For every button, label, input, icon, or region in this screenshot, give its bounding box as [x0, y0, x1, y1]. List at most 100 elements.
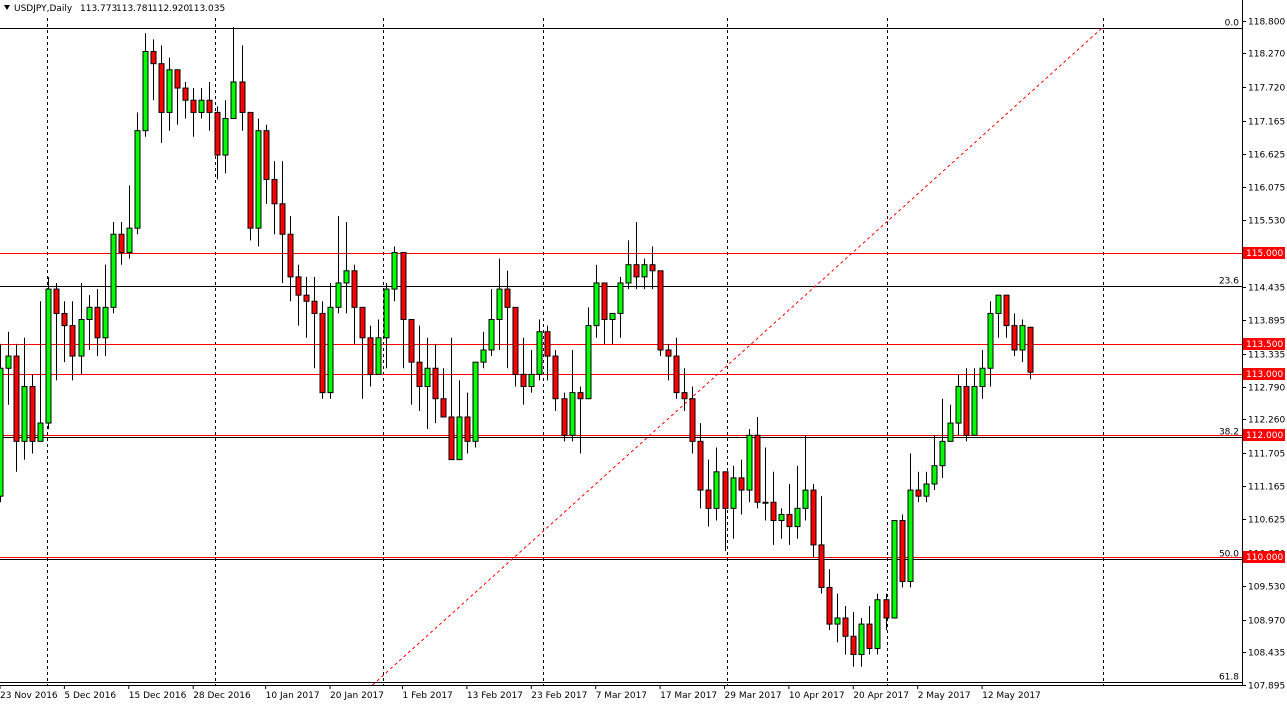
date-tick-label: 20 Jan 2017 [330, 691, 384, 701]
price-level-badge-label: 115.000 [1246, 249, 1283, 259]
candle-body [255, 130, 262, 229]
candle [1003, 294, 1010, 338]
fibonacci-levels: 0.0 23.6 38.2 50.0 61.8 [0, 19, 1242, 683]
candle-body [866, 623, 873, 649]
candle [561, 392, 568, 442]
candle-body [496, 288, 503, 321]
candle-body [528, 373, 535, 388]
candle [432, 343, 439, 424]
candle-body [923, 483, 930, 497]
candle-body [287, 233, 294, 278]
candle-body [834, 617, 841, 625]
candle-body [383, 288, 390, 339]
candle [883, 593, 890, 631]
candle [271, 161, 278, 235]
candle-body [883, 599, 890, 619]
date-tick-label: 13 Feb 2017 [467, 691, 523, 701]
candle [866, 605, 873, 655]
candle-body [705, 489, 712, 509]
candle-body [963, 386, 970, 436]
price-level-badge: 113.000 [1243, 368, 1285, 380]
candle-body [391, 252, 398, 290]
candle [987, 301, 994, 387]
date-tick-label: 23 Nov 2016 [0, 691, 58, 701]
candle [730, 465, 737, 539]
candle [303, 276, 310, 338]
candle-body [102, 306, 109, 339]
candle [794, 465, 801, 539]
candle-body [206, 99, 213, 113]
price-tick-label: 108.970 [1248, 617, 1285, 627]
candle-body [536, 331, 543, 375]
candle-body [319, 312, 326, 394]
candle [295, 264, 302, 326]
candle [504, 270, 511, 369]
candle [190, 88, 197, 137]
candle [907, 453, 914, 588]
candle-body [810, 489, 817, 546]
candle-body [158, 63, 165, 113]
candle-body [69, 325, 76, 357]
price-level-badge-label: 113.000 [1246, 370, 1283, 380]
candle [818, 496, 825, 594]
candle [496, 258, 503, 350]
candle [78, 282, 85, 375]
symbol-label: USDJPY,Daily [14, 4, 73, 14]
candle-body [979, 367, 986, 388]
candle [110, 222, 117, 314]
candle-body [37, 422, 44, 442]
candle [359, 306, 366, 399]
candle-body [899, 520, 906, 582]
price-level-badge: 113.500 [1243, 338, 1285, 350]
fib-level-label: 23.6 [1219, 277, 1239, 287]
candle-body [359, 306, 366, 339]
candle-body [295, 276, 302, 296]
price-level-badge: 115.000 [1243, 247, 1285, 259]
candle [327, 282, 334, 399]
candle-body [303, 294, 310, 302]
date-tick-label: 15 Dec 2016 [129, 691, 187, 701]
candle-body [987, 312, 994, 369]
price-tick-label: 107.895 [1248, 682, 1285, 692]
candle [440, 368, 447, 418]
candle-body [649, 264, 656, 272]
candle-body [697, 440, 704, 491]
candle [979, 349, 986, 399]
dropdown-triangle-icon[interactable] [4, 5, 10, 10]
candle [375, 319, 382, 375]
candle [947, 404, 954, 442]
candle-body [738, 477, 745, 491]
date-tick-label: 5 Dec 2016 [64, 691, 116, 701]
price-tick-label: 112.260 [1248, 416, 1285, 426]
candle [166, 57, 173, 131]
candle [754, 416, 761, 509]
candle-body [45, 288, 52, 424]
candle [424, 337, 431, 430]
price-tick-label: 111.705 [1248, 450, 1285, 460]
price-level-badge: 112.000 [1243, 429, 1285, 441]
candle-body [94, 306, 101, 339]
candle [488, 289, 495, 357]
candle-body [931, 465, 938, 485]
price-level-badge-bg [1243, 551, 1285, 563]
candle [577, 386, 584, 454]
fib-level-label: 38.2 [1219, 428, 1239, 438]
candle [150, 39, 157, 101]
candle [21, 337, 28, 460]
fib-level-label: 0.0 [1225, 19, 1240, 29]
candle-body [456, 416, 463, 461]
date-tick-label: 10 Apr 2017 [789, 691, 845, 701]
candle [552, 349, 559, 411]
candle [858, 617, 865, 667]
candle [222, 100, 229, 174]
price-tick-label: 109.530 [1248, 583, 1285, 593]
price-tick-label: 113.335 [1248, 351, 1285, 361]
candle-body [1019, 325, 1026, 351]
candle [448, 337, 455, 461]
candle [408, 319, 415, 405]
candle-body [351, 270, 358, 308]
candle-body [432, 367, 439, 400]
candle-body [190, 99, 197, 113]
candle [1027, 326, 1034, 380]
